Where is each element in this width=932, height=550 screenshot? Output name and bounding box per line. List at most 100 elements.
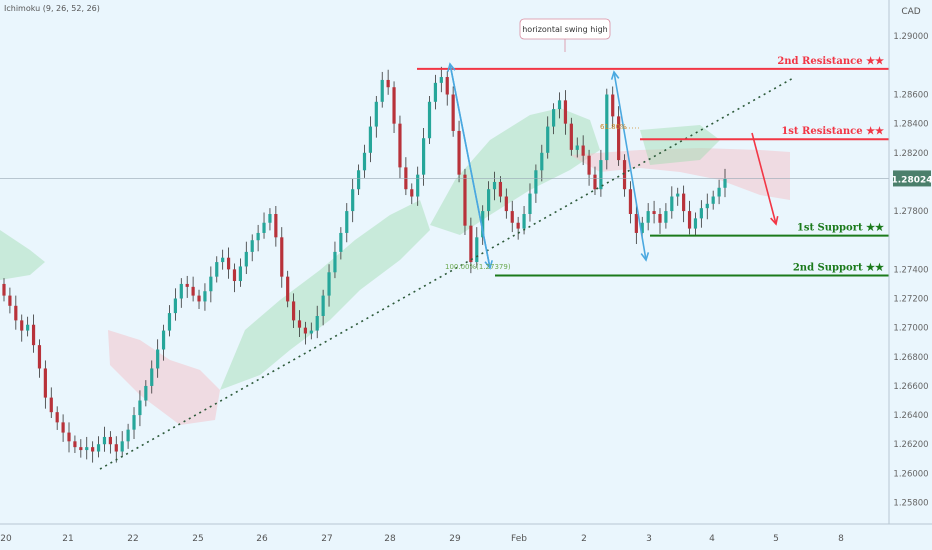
arrows: 61.80% 100.00%(1.27379) horizontal swing h…	[445, 18, 779, 271]
candle	[617, 116, 621, 161]
candle	[49, 397, 53, 413]
candle	[682, 193, 686, 212]
candle	[138, 400, 142, 416]
candle	[362, 152, 367, 171]
candle	[191, 286, 195, 296]
cloud-green	[430, 108, 600, 235]
y-tick-label: 1.26400	[893, 411, 928, 421]
x-tick-label: 25	[192, 534, 203, 544]
candle	[439, 77, 443, 83]
candle	[161, 330, 166, 350]
candle	[658, 214, 662, 223]
candle	[534, 170, 538, 194]
candle	[522, 214, 526, 229]
candle	[628, 189, 633, 214]
candle	[605, 94, 609, 161]
candle	[640, 222, 644, 233]
y-tick-label: 1.28400	[893, 120, 928, 130]
candle	[303, 327, 308, 334]
candle	[469, 225, 473, 263]
candle	[345, 211, 349, 233]
candle	[2, 283, 6, 296]
projection-arrow-down-head	[640, 252, 650, 262]
candle	[711, 196, 715, 204]
candle	[492, 181, 497, 190]
candle	[416, 174, 420, 197]
candle	[268, 214, 272, 223]
candle	[540, 152, 544, 171]
candle	[427, 101, 432, 139]
candle	[55, 412, 59, 423]
candle	[392, 87, 396, 124]
candle	[587, 155, 591, 175]
projection-arrow-down	[626, 147, 647, 261]
candle	[327, 272, 331, 296]
candle	[599, 160, 603, 190]
candle	[374, 101, 378, 127]
candle	[126, 429, 130, 442]
y-tick-label: 1.25800	[893, 499, 928, 509]
target-arrow	[751, 132, 777, 225]
candle	[510, 211, 514, 223]
candle	[108, 436, 112, 445]
candle	[552, 109, 556, 127]
time-axis: 20 21 22 25 26 27 28 29 Feb 2 3 4 5 8	[0, 523, 932, 544]
candle	[244, 251, 248, 267]
candle	[516, 222, 520, 229]
x-tick-label: 21	[62, 534, 73, 544]
candle	[250, 240, 254, 252]
candle	[622, 160, 627, 190]
cloud-green	[220, 200, 430, 390]
candle	[203, 291, 207, 302]
candle	[91, 447, 95, 452]
x-tick-label: 28	[384, 534, 396, 544]
x-tick-label: 5	[773, 534, 779, 544]
y-tick-label: 1.27800	[893, 207, 928, 217]
target-arrow-head	[770, 216, 779, 226]
trendline	[99, 76, 796, 470]
candle	[380, 79, 384, 102]
candle	[581, 145, 585, 156]
candle	[351, 189, 355, 212]
fib-100-label: 100.00%(1.27379)	[445, 263, 511, 271]
candle	[150, 368, 154, 386]
candle	[14, 305, 18, 321]
candle	[664, 211, 668, 223]
candle	[321, 295, 325, 316]
candle	[593, 174, 597, 190]
candle	[670, 196, 674, 212]
x-tick-label: 4	[709, 534, 715, 544]
y-tick-label: 1.26000	[893, 469, 928, 479]
candle	[120, 441, 124, 452]
candle	[563, 100, 568, 124]
candle	[699, 208, 703, 219]
candle	[61, 422, 65, 433]
candle	[481, 211, 485, 238]
candle	[487, 189, 491, 212]
candle	[634, 214, 638, 233]
candle	[197, 295, 201, 302]
swing-arrow-up	[449, 63, 491, 269]
candle	[132, 415, 136, 430]
level-label: 2nd Support ★★	[793, 262, 884, 273]
candles	[2, 66, 727, 463]
candle	[280, 237, 284, 277]
candle	[179, 283, 183, 299]
y-tick-label: 1.26800	[893, 353, 928, 363]
candle	[232, 269, 237, 282]
swing-high-text: horizontal swing high	[522, 25, 608, 34]
y-tick-label: 1.27400	[893, 265, 928, 275]
y-tick-label: 1.29000	[893, 32, 928, 42]
candle	[256, 232, 260, 241]
candle	[79, 447, 83, 451]
candle	[209, 276, 213, 292]
candle	[309, 330, 313, 334]
candle	[37, 345, 42, 369]
candle	[451, 94, 455, 131]
candle	[102, 436, 107, 445]
cloud-green	[640, 125, 720, 165]
candle	[717, 187, 721, 197]
candle	[286, 276, 290, 302]
